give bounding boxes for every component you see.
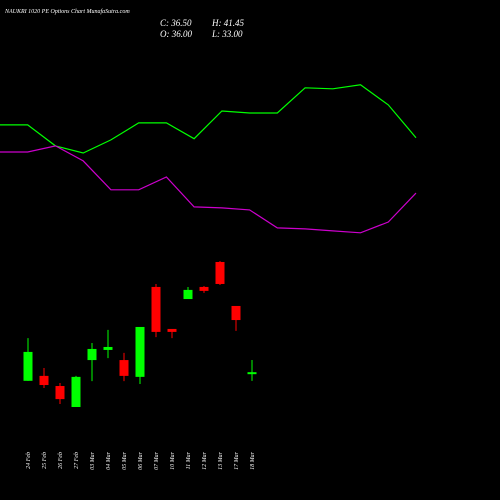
candle-body [151,286,161,332]
x-tick-label: 05 Mar [122,451,128,469]
x-tick-label: 03 Mar [90,451,96,469]
x-tick-label: 06 Mar [138,451,144,469]
candle-body [71,376,81,408]
candle-body [199,286,209,291]
low-info: L: 33.00 [211,29,243,39]
x-tick-label: 24 Feb [25,452,32,469]
x-tick-label: 18 Mar [250,451,256,469]
indicator-line [0,145,417,234]
open-info: O: 36.00 [160,29,192,39]
candle-body [39,375,49,386]
x-tick-label: 13 Mar [218,451,224,469]
candle-body [103,346,113,350]
candle-body [23,351,33,381]
high-info: H: 41.45 [211,18,244,28]
x-tick-label: 10 Mar [170,451,176,469]
candle-body [87,348,97,361]
x-tick-label: 27 Feb [74,452,80,469]
x-tick-label: 07 Mar [154,451,160,469]
x-tick-label: 25 Feb [42,452,48,469]
candle-body [167,328,177,332]
candle-body [135,326,145,377]
candle-body [247,372,257,375]
x-tick-label: 26 Feb [58,452,64,469]
chart-title: NAUKRI 1020 PE Options Chart MunafaSutra… [4,8,130,15]
indicator-line [0,84,417,154]
close-info: C: 36.50 [160,18,192,28]
candle-body [215,261,225,284]
x-tick-label: 12 Mar [202,451,208,469]
candle-body [55,386,65,400]
x-tick-label: 04 Mar [105,451,112,469]
candle-body [183,289,193,300]
candle-body [119,360,129,376]
x-tick-label: 11 Mar [186,451,192,469]
x-tick-label: 17 Mar [234,451,240,469]
candle-body [231,305,241,321]
